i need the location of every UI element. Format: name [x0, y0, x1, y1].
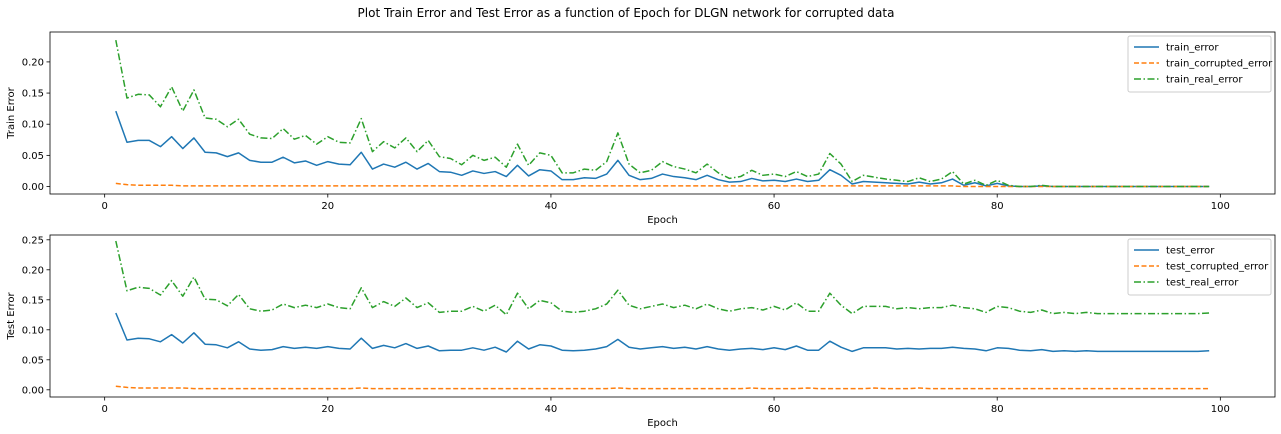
y-axis-label: Test Error	[6, 291, 17, 340]
legend-label: test_real_error	[1166, 278, 1239, 289]
y-tick-label: 0.20	[22, 57, 44, 68]
series-line-train_corrupted_error	[115, 182, 1210, 188]
y-tick-label: 0.10	[22, 325, 44, 336]
y-tick-label: 0.15	[22, 89, 44, 100]
y-tick-label: 0.20	[22, 265, 44, 276]
y-tick-label: 0.00	[22, 385, 44, 396]
y-axis-label: Train Error	[6, 86, 17, 139]
x-tick-label: 60	[768, 201, 781, 212]
x-tick-label: 100	[1211, 201, 1230, 212]
series-line-train_real_error	[115, 39, 1210, 188]
y-tick-label: 0.05	[22, 355, 44, 366]
legend-label: train_real_error	[1166, 75, 1243, 86]
x-tick-label: 20	[321, 404, 334, 415]
legend: train_error train_corrupted_error train_re…	[1127, 35, 1273, 93]
train-error-chart: 0 20 40 60 80 100 0.00 0.05 0.10 0.15 0.20 Epoch Tra…	[6, 31, 1276, 226]
legend-label: train_error	[1166, 43, 1219, 54]
x-axis-label: Epoch	[647, 215, 678, 226]
x-tick-label: 40	[545, 201, 558, 212]
legend: test_error test_corrupted_error test_real_…	[1127, 238, 1272, 296]
figure-title: Plot Train Error and Test Error as a fun…	[358, 6, 895, 20]
series-line-test_error	[115, 312, 1210, 353]
x-tick-label: 0	[101, 201, 107, 212]
x-tick-label: 80	[991, 201, 1004, 212]
x-tick-label: 100	[1211, 404, 1230, 415]
legend-label: test_error	[1166, 246, 1215, 257]
y-tick-label: 0.00	[22, 182, 44, 193]
test-error-chart: 0 20 40 60 80 100 0.00 0.05 0.10 0.15 0.20 0.25 Epoc…	[6, 234, 1276, 429]
plot-frame	[49, 234, 1276, 398]
y-tick-label: 0.10	[22, 120, 44, 131]
series-line-test_corrupted_error	[115, 385, 1210, 390]
legend-box	[1127, 35, 1272, 93]
legend-label: test_corrupted_error	[1166, 262, 1269, 273]
x-tick-label: 60	[768, 404, 781, 415]
x-tick-label: 40	[545, 404, 558, 415]
x-tick-label: 0	[101, 404, 107, 415]
series-line-test_real_error	[115, 240, 1210, 316]
x-tick-label: 20	[321, 201, 334, 212]
y-tick-label: 0.05	[22, 151, 44, 162]
y-tick-label: 0.15	[22, 295, 44, 306]
x-tick-label: 80	[991, 404, 1004, 415]
x-axis-label: Epoch	[647, 418, 678, 429]
plot-frame	[49, 31, 1276, 195]
legend-label: train_corrupted_error	[1166, 59, 1273, 70]
legend-box	[1127, 238, 1272, 296]
y-tick-label: 0.25	[22, 235, 44, 246]
